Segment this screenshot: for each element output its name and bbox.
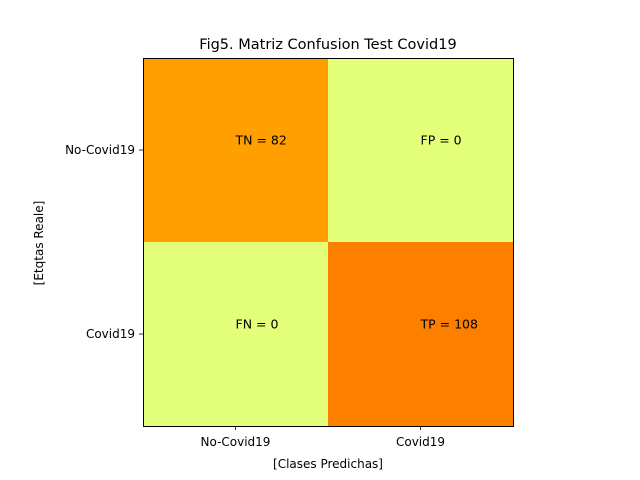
cell-label-r0-c0: TN = 82 bbox=[235, 132, 287, 147]
chart-title: Fig5. Matriz Confusion Test Covid19 bbox=[199, 37, 456, 53]
heatmap-cell-r1-c0 bbox=[143, 242, 329, 427]
heatmap-cell-r1-c1 bbox=[328, 242, 514, 427]
cell-label-r0-c1: FP = 0 bbox=[421, 132, 462, 147]
x-tick-label-1: Covid19 bbox=[396, 435, 445, 449]
cell-labels: TN = 82 FP = 0 FN = 0 TP = 108 bbox=[235, 132, 478, 331]
axes-frame bbox=[143, 58, 514, 427]
y-tick-label-0: No-Covid19 bbox=[65, 143, 135, 157]
x-tick-label-0: No-Covid19 bbox=[201, 435, 271, 449]
heatmap-cell-r0-c1 bbox=[328, 58, 514, 243]
x-axis-label: [Clases Predichas] bbox=[273, 457, 383, 471]
y-axis-ticks: No-Covid19 Covid19 bbox=[65, 143, 143, 341]
cell-label-r1-c1: TP = 108 bbox=[420, 316, 478, 331]
x-axis-ticks: No-Covid19 Covid19 bbox=[201, 426, 445, 449]
heatmap-cells bbox=[143, 58, 514, 427]
heatmap-cell-r0-c0 bbox=[143, 58, 329, 243]
y-tick-label-1: Covid19 bbox=[86, 327, 135, 341]
cell-label-r1-c0: FN = 0 bbox=[236, 316, 279, 331]
y-axis-label: [Etqtas Reale] bbox=[32, 201, 46, 286]
